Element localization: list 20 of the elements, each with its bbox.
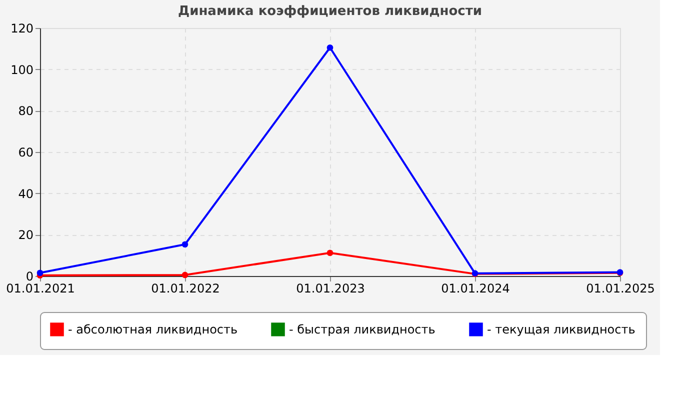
- legend-label: - абсолютная ликвидность: [68, 322, 238, 336]
- point: [326, 44, 334, 51]
- point: [182, 241, 188, 248]
- y-tick-label: 100: [10, 62, 34, 77]
- y-tick-label: 0: [26, 270, 34, 284]
- y-tick-label: 120: [10, 22, 34, 36]
- point: [182, 272, 188, 278]
- legend-label: - текущая ликвидность: [487, 322, 636, 336]
- x-tick-label: 01.01.2024: [441, 282, 510, 296]
- x-tick-label: 01.01.2021: [6, 282, 75, 296]
- x-tick-label: 01.01.2022: [151, 282, 220, 296]
- x-tick-label: 01.01.2023: [296, 282, 365, 296]
- point: [326, 250, 334, 256]
- x-tick-label: 01.01.2025: [586, 282, 655, 296]
- y-tick-label: 80: [18, 104, 34, 118]
- legend-label: - быстрая ликвидность: [289, 322, 436, 336]
- y-tick-label: 60: [18, 146, 34, 160]
- y-tick-label: 20: [18, 228, 34, 242]
- chart-title: Динамика коэффициентов ликвидности: [178, 4, 482, 19]
- y-tick-label: 40: [18, 186, 34, 201]
